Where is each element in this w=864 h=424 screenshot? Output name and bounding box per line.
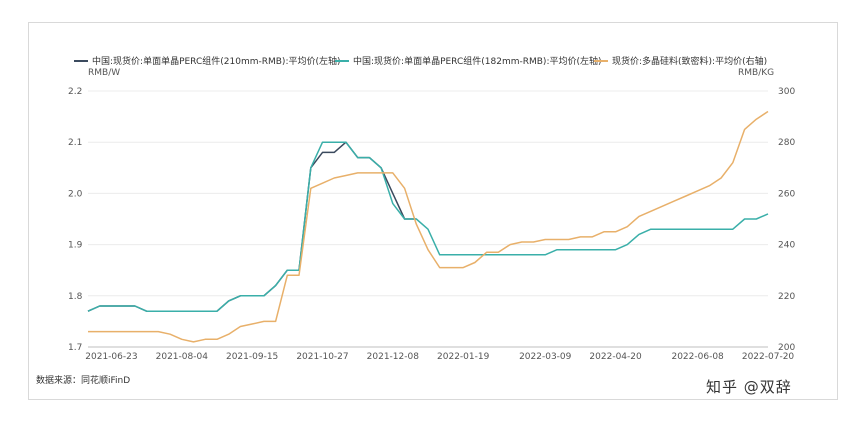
y-left-tick-label: 2.2 [68, 87, 82, 97]
legend-label-polysilicon: 现货价:多晶硅料(致密料):平均价(右轴) [612, 57, 768, 67]
x-tick-label: 2022-07-20 [742, 352, 795, 362]
y-right-tick-label: 200 [778, 343, 795, 353]
legend-swatch-polysilicon [594, 59, 608, 62]
x-tick-label: 2021-10-27 [296, 352, 348, 362]
legend-swatch-182mm [335, 59, 349, 62]
left-axis-unit: RMB/W [88, 68, 121, 78]
x-tick-label: 2022-01-19 [437, 352, 490, 362]
right-axis-unit: RMB/KG [738, 68, 775, 78]
y-left-tick-label: 2.0 [68, 189, 83, 199]
y-right-tick-label: 220 [778, 292, 795, 302]
legend: 中国:现货价:单面单晶PERC组件(210mm-RMB):平均价(左轴) 中国:… [0, 54, 864, 68]
legend-item-210mm[interactable]: 中国:现货价:单面单晶PERC组件(210mm-RMB):平均价(左轴) [74, 54, 341, 67]
x-tick-label: 2022-06-08 [671, 352, 724, 362]
x-tick-label: 2021-12-08 [367, 352, 420, 362]
y-left-tick-label: 1.8 [68, 292, 83, 302]
y-right-tick-label: 240 [778, 241, 795, 251]
legend-item-182mm[interactable]: 中国:现货价:单面单晶PERC组件(182mm-RMB):平均价(左轴) [335, 54, 602, 67]
legend-swatch-210mm [74, 59, 88, 62]
watermark: 知乎 @双辞 [706, 378, 792, 396]
series-line-polysilicon [88, 110, 769, 343]
series-line-182mm [87, 141, 769, 312]
legend-item-polysilicon[interactable]: 现货价:多晶硅料(致密料):平均价(右轴) [594, 54, 767, 67]
legend-label-210mm: 中国:现货价:单面单晶PERC组件(210mm-RMB):平均价(左轴) [92, 57, 341, 67]
x-tick-label: 2021-06-23 [85, 352, 137, 362]
x-tick-label: 2021-09-15 [226, 352, 278, 362]
y-right-tick-label: 300 [778, 87, 795, 97]
legend-label-182mm: 中国:现货价:单面单晶PERC组件(182mm-RMB):平均价(左轴) [353, 57, 602, 67]
y-left-tick-label: 2.1 [68, 138, 82, 148]
y-left-tick-label: 1.9 [68, 241, 83, 251]
y-right-tick-label: 260 [778, 189, 795, 199]
chart-card [28, 22, 838, 400]
x-tick-label: 2022-03-09 [519, 352, 572, 362]
y-left-tick-label: 1.7 [68, 343, 82, 353]
data-source-note: 数据来源：同花顺iFinD [36, 376, 131, 386]
series-line-210mm [87, 141, 417, 312]
x-tick-label: 2022-04-20 [589, 352, 642, 362]
y-right-tick-label: 280 [778, 138, 795, 148]
x-tick-label: 2021-08-04 [156, 352, 209, 362]
